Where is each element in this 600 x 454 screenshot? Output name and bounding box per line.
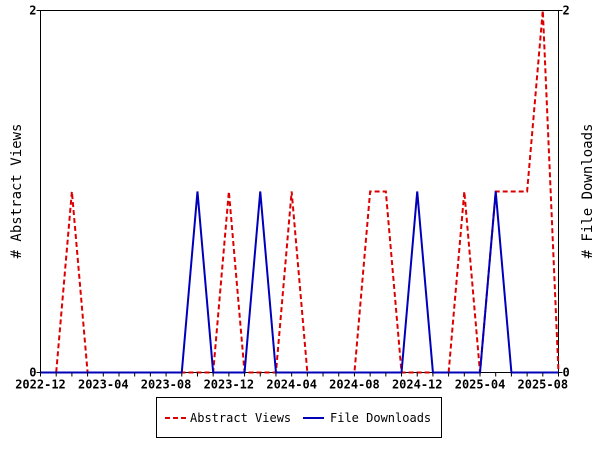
legend-box [156,397,442,438]
x-tick-label: 2025-04 [455,378,506,392]
series-line-file-downloads [40,191,559,374]
y-tick-label-left: 0 [29,366,36,380]
legend: Abstract Views File Downloads [156,397,442,438]
x-tick-label: 2024-12 [392,378,443,392]
x-tick-label: 2023-04 [78,378,129,392]
y-tick-label-right: 0 [563,366,570,380]
legend-label-file-downloads: File Downloads [330,411,431,425]
x-tick-label: 2023-12 [204,378,255,392]
x-tick-label: 2024-04 [266,378,317,392]
plot-area [40,10,559,373]
legend-label-abstract-views: Abstract Views [190,411,291,425]
x-tick-label: 2022-12 [15,378,66,392]
x-tick-label: 2024-08 [329,378,380,392]
x-tick-label: 2025-08 [518,378,569,392]
y-axis-label-left: # Abstract Views [9,124,25,259]
y-tick-label-right: 2 [563,4,570,18]
y-axis-label-right: # File Downloads [580,124,596,259]
x-tick-label: 2023-08 [141,378,192,392]
y-tick-label-left: 2 [29,4,36,18]
